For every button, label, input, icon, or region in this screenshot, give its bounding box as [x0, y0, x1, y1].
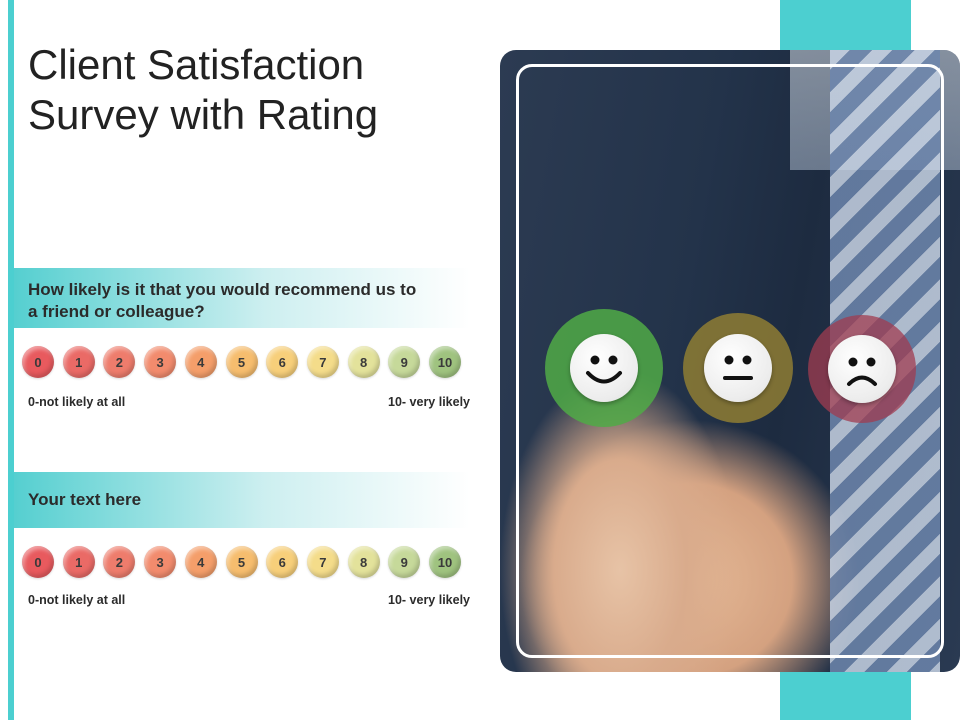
rating-option-8[interactable]: 8	[347, 546, 380, 578]
rating-option-3[interactable]: 3	[144, 346, 177, 378]
rating-option-7[interactable]: 7	[306, 546, 339, 578]
rating-option-1[interactable]: 1	[62, 546, 95, 578]
question1-rating-scale: 0 1 2 3 4 5 6 7 8 9 10	[22, 346, 482, 378]
rating-option-5[interactable]: 5	[225, 346, 258, 378]
touchscreen-frame	[516, 64, 944, 658]
question2-low-label: 0-not likely at all	[28, 593, 126, 607]
rating-option-5[interactable]: 5	[225, 546, 258, 578]
rating-option-9[interactable]: 9	[388, 546, 421, 578]
rating-option-6[interactable]: 6	[266, 346, 299, 378]
page-title: Client Satisfaction Survey with Rating	[28, 41, 379, 138]
question2-band	[14, 472, 470, 528]
happy-face-icon	[570, 334, 638, 402]
sad-rating-button[interactable]	[808, 315, 916, 423]
sad-face-icon	[828, 335, 896, 403]
rating-option-8[interactable]: 8	[347, 346, 380, 378]
question1-text: How likely is it that you would recommen…	[28, 280, 417, 321]
question1-band	[14, 268, 470, 328]
rating-option-1[interactable]: 1	[62, 346, 95, 378]
question1-high-label: 10- very likely	[388, 395, 471, 409]
happy-rating-button[interactable]	[545, 309, 663, 427]
question2-text: Your text here	[28, 490, 142, 509]
rating-option-6[interactable]: 6	[266, 546, 299, 578]
question2-high-label: 10- very likely	[388, 593, 471, 607]
rating-option-4[interactable]: 4	[184, 346, 217, 378]
neutral-face-icon	[704, 334, 772, 402]
rating-option-10[interactable]: 10	[429, 346, 461, 378]
rating-option-2[interactable]: 2	[103, 346, 136, 378]
question1-low-label: 0-not likely at all	[28, 395, 126, 409]
neutral-rating-button[interactable]	[683, 313, 793, 423]
rating-option-10[interactable]: 10	[429, 546, 461, 578]
rating-option-7[interactable]: 7	[306, 346, 339, 378]
rating-option-2[interactable]: 2	[103, 546, 136, 578]
question2-rating-scale: 0 1 2 3 4 5 6 7 8 9 10	[22, 546, 482, 578]
rating-option-9[interactable]: 9	[388, 346, 421, 378]
rating-option-3[interactable]: 3	[144, 546, 177, 578]
left-accent-bar	[8, 0, 14, 720]
rating-option-0[interactable]: 0	[22, 546, 54, 578]
rating-option-4[interactable]: 4	[184, 546, 217, 578]
rating-option-0[interactable]: 0	[22, 346, 54, 378]
